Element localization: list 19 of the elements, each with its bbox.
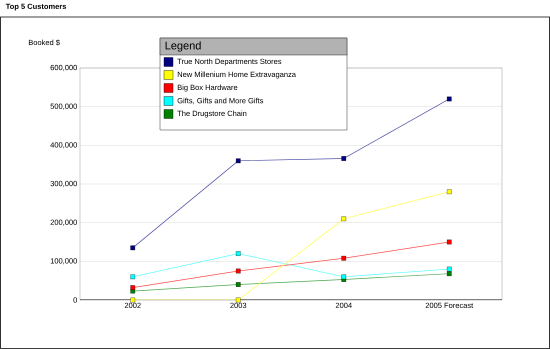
point	[446, 271, 452, 276]
point	[130, 245, 136, 250]
point	[341, 274, 346, 280]
point	[446, 96, 452, 102]
point	[446, 240, 452, 244]
point	[236, 298, 241, 302]
point	[236, 268, 241, 274]
point	[341, 256, 346, 261]
point	[446, 189, 452, 194]
point	[341, 216, 346, 222]
point	[236, 282, 241, 287]
point	[236, 251, 241, 256]
point	[236, 158, 241, 164]
point	[130, 285, 136, 290]
point	[130, 298, 136, 302]
point	[130, 274, 136, 280]
point	[341, 156, 346, 161]
point	[446, 266, 452, 272]
legend-title: Legend	[166, 41, 201, 52]
